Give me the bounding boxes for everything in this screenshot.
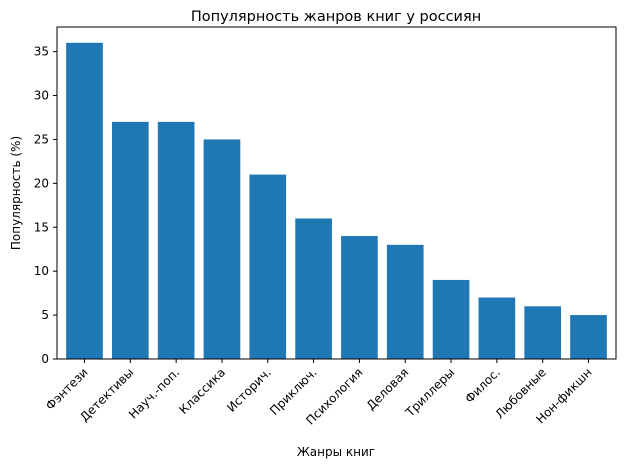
x-axis-label: Жанры книг [297,445,375,459]
y-axis-label: Популярность (%) [9,136,23,250]
bar-3 [157,121,195,359]
bar-4 [203,139,241,359]
bar-2 [111,121,149,359]
bars [66,42,607,360]
y-axis: 0 5 10 15 20 25 30 35 [34,45,57,366]
y-tick-label-6: 30 [34,89,49,103]
x-tick-label-9: Филос. [462,365,503,406]
y-tick-label-2: 10 [34,264,49,278]
bar-9 [432,279,470,359]
x-tick-label-3: Классика [176,365,228,417]
x-tick-label-7: Деловая [364,365,412,413]
y-tick-label-5: 25 [34,132,49,146]
bar-10 [478,297,516,359]
bar-5 [249,174,287,359]
y-tick-label-4: 20 [34,176,49,190]
chart-title: Популярность жанров книг у россиян [191,9,481,25]
bar-8 [386,244,424,359]
plot-frame [56,26,617,360]
bar-11 [524,306,562,359]
bar-1 [66,42,103,360]
x-axis: ФэнтезиДетективыНауч.-поп.КлассикаИстори… [43,359,595,428]
x-tick-label-0: Фэнтези [43,365,91,413]
bar-6 [295,218,332,359]
y-tick-label-7: 35 [34,45,49,59]
bar-12 [570,315,607,359]
y-tick-label-3: 15 [34,220,49,234]
y-tick-label-0: 0 [41,352,49,366]
bar-7 [341,236,378,359]
y-tick-label-1: 5 [41,308,49,322]
x-tick-label-8: Триллеры [402,365,457,420]
